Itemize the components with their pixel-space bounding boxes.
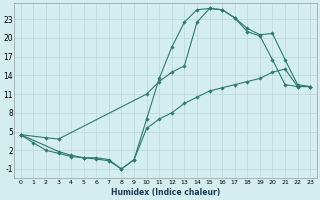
X-axis label: Humidex (Indice chaleur): Humidex (Indice chaleur)	[111, 188, 220, 197]
